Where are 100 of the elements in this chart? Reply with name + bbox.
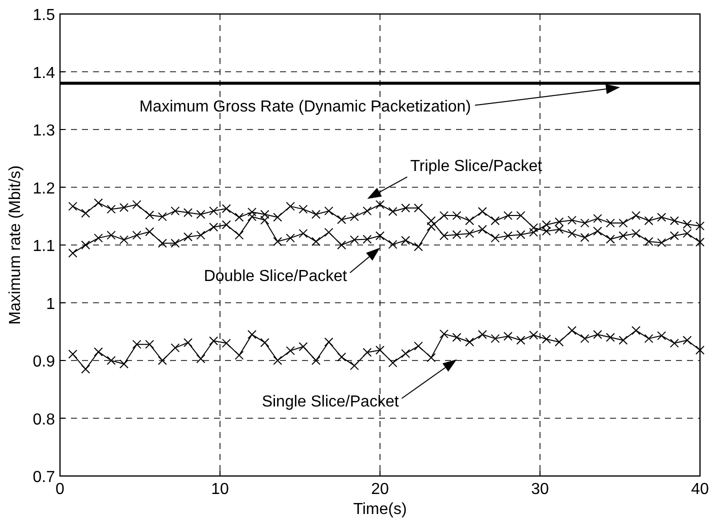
point — [478, 224, 487, 234]
point — [593, 214, 602, 223]
point — [580, 232, 590, 242]
point — [632, 211, 640, 220]
point — [184, 338, 192, 348]
point — [682, 336, 692, 345]
point — [618, 336, 628, 345]
x-axis-title: Time(s) — [353, 501, 407, 518]
point — [337, 352, 346, 362]
y-tick-label: 1.2 — [32, 180, 56, 198]
point — [696, 346, 704, 355]
point — [504, 211, 512, 220]
point — [542, 220, 551, 230]
point — [324, 206, 334, 216]
y-axis-title: Maximum rate (Mbit/s) — [7, 165, 24, 325]
point — [209, 222, 218, 232]
point — [490, 234, 500, 243]
point — [273, 212, 282, 222]
point — [542, 334, 551, 344]
point — [222, 204, 231, 214]
point — [170, 206, 180, 216]
point — [222, 220, 231, 230]
point — [426, 216, 436, 226]
point — [632, 326, 640, 335]
x-tick-label: 20 — [371, 481, 389, 498]
x-tick-label: 10 — [211, 481, 229, 498]
point — [350, 212, 359, 222]
point — [362, 206, 372, 216]
legend-label: Double Slice/Packet — [204, 268, 348, 285]
point — [350, 361, 359, 370]
point — [618, 231, 628, 240]
point — [196, 230, 206, 240]
point — [376, 231, 384, 240]
point — [81, 240, 90, 250]
point — [298, 342, 308, 352]
point — [145, 227, 154, 236]
point — [145, 210, 154, 220]
point — [68, 248, 78, 258]
y-tick-label: 1.3 — [32, 122, 56, 140]
point — [696, 221, 704, 230]
point — [273, 237, 282, 246]
point — [670, 338, 679, 348]
point — [260, 338, 270, 348]
point — [324, 228, 334, 237]
point — [222, 338, 231, 348]
point — [529, 228, 538, 237]
point — [452, 332, 462, 342]
y-tick-label: 0.8 — [32, 411, 56, 428]
point — [209, 336, 218, 346]
y-tick-label: 1.4 — [32, 64, 56, 82]
point — [490, 334, 500, 344]
y-tick-label: 1 — [46, 296, 56, 313]
point — [580, 218, 590, 228]
point — [644, 237, 654, 246]
point — [657, 238, 666, 248]
point — [401, 349, 410, 358]
point — [440, 329, 448, 338]
x-tick-label: 40 — [691, 481, 709, 498]
y-tick-label: 0.7 — [32, 469, 56, 486]
point — [94, 198, 103, 208]
point — [68, 202, 78, 211]
point — [568, 216, 576, 225]
point — [388, 240, 398, 249]
point — [388, 207, 398, 216]
point — [426, 353, 436, 362]
point — [120, 359, 128, 368]
point — [516, 336, 526, 345]
point — [312, 210, 320, 219]
point — [568, 228, 576, 238]
point — [644, 334, 654, 344]
point — [554, 224, 564, 234]
point — [554, 217, 564, 226]
point — [312, 356, 320, 365]
point — [529, 223, 538, 232]
point — [465, 228, 474, 238]
point — [490, 216, 500, 226]
point — [504, 332, 512, 341]
point — [248, 212, 256, 222]
point — [106, 356, 116, 365]
point — [81, 364, 90, 374]
point — [286, 202, 295, 211]
point — [657, 331, 666, 340]
point — [273, 356, 282, 365]
point — [516, 230, 526, 240]
point — [568, 326, 576, 335]
point — [132, 340, 142, 349]
point — [350, 235, 359, 244]
x-tick-label: 0 — [56, 481, 65, 498]
point — [248, 208, 256, 217]
point — [286, 234, 295, 243]
point — [504, 231, 512, 240]
point — [94, 347, 103, 356]
point — [606, 234, 615, 244]
point — [260, 216, 270, 225]
point — [376, 200, 384, 210]
point — [478, 207, 487, 216]
point — [657, 212, 666, 222]
point — [414, 242, 423, 252]
point — [248, 330, 256, 340]
point — [120, 202, 128, 212]
